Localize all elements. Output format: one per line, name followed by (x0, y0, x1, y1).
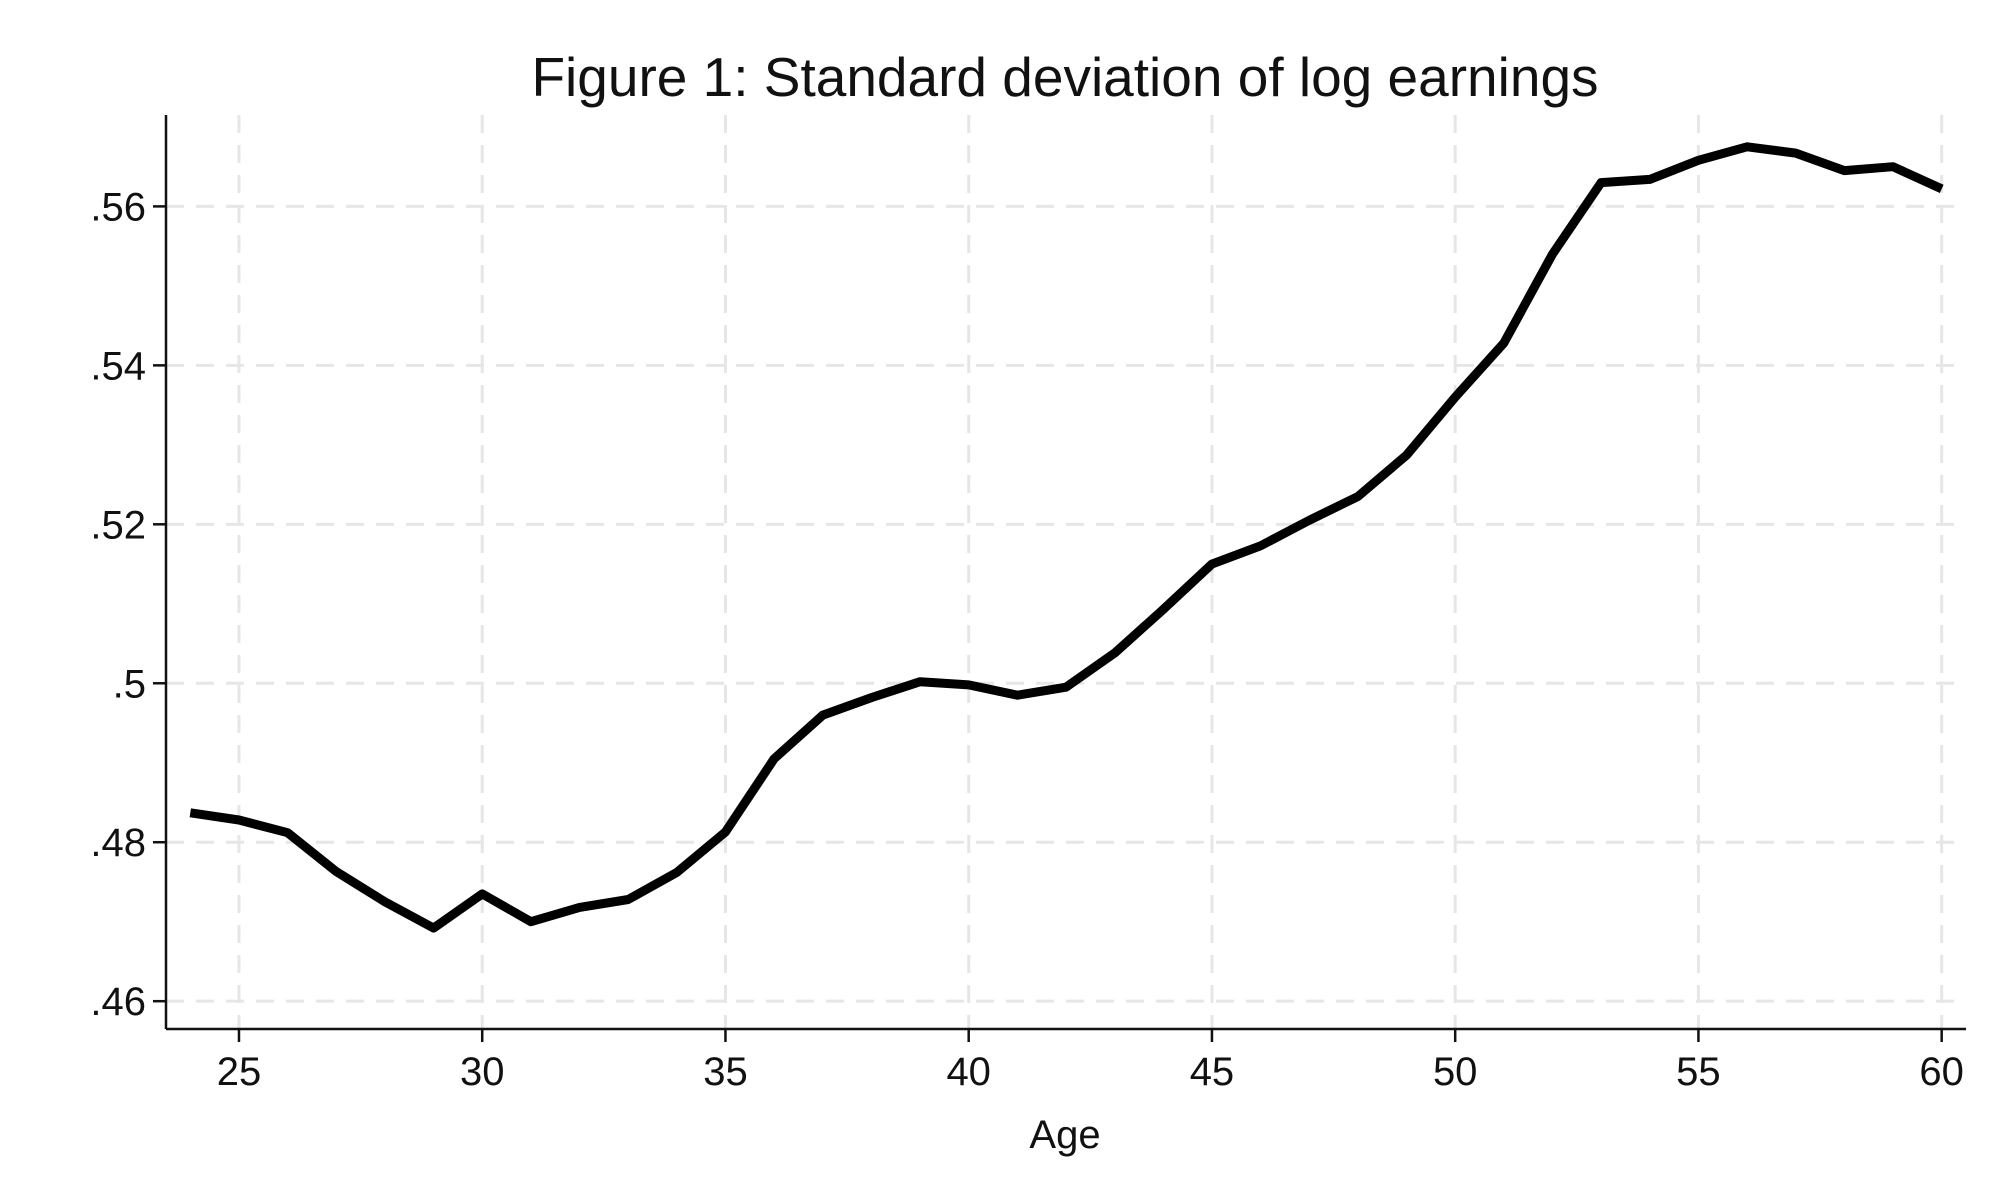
chart-title: Figure 1: Standard deviation of log earn… (531, 46, 1598, 108)
y-axis-ticks: .46 .48 .5 .52 .54 .56 (90, 185, 166, 1024)
grid-lines (166, 115, 1966, 1029)
x-axis-title: Age (1029, 1113, 1100, 1157)
x-tick-label: 55 (1676, 1050, 1721, 1094)
y-tick-label: .48 (90, 821, 146, 865)
y-tick-label: .52 (90, 503, 146, 547)
x-tick-label: 50 (1433, 1050, 1478, 1094)
x-tick-label: 40 (946, 1050, 991, 1094)
x-tick-label: 45 (1190, 1050, 1235, 1094)
x-axis-ticks: 25 30 35 40 45 50 55 60 (217, 1029, 1964, 1094)
data-series (189, 142, 1944, 933)
y-tick-label: .46 (90, 980, 146, 1024)
x-tick-label: 60 (1919, 1050, 1964, 1094)
series-line (189, 142, 1944, 933)
axes (164, 115, 1966, 1031)
y-tick-label: .56 (90, 185, 146, 229)
x-tick-label: 30 (460, 1050, 505, 1094)
y-tick-label: .5 (113, 662, 146, 706)
x-tick-label: 25 (217, 1050, 262, 1094)
x-tick-label: 35 (703, 1050, 748, 1094)
y-tick-label: .54 (90, 344, 146, 388)
